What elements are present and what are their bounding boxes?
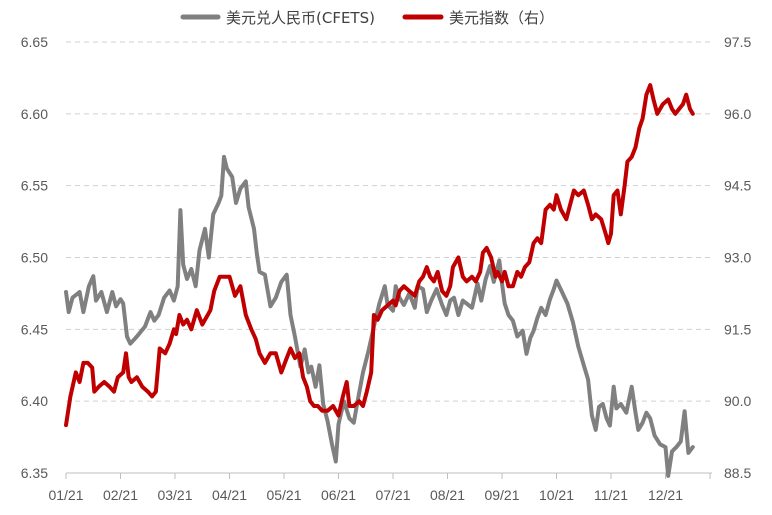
legend-label: 美元指数（右） <box>449 9 554 27</box>
legend-item: 美元兑人民币(CFETS) <box>180 9 375 27</box>
x-tick-label: 07/21 <box>375 487 410 503</box>
y-right-tick-label: 94.5 <box>724 178 751 194</box>
legend: 美元兑人民币(CFETS) 美元指数（右） <box>180 9 554 27</box>
axes: 6.65 6.60 6.55 6.50 6.45 6.40 6.35 97.5 96.0 94.5… <box>21 34 752 503</box>
x-tick-label: 01/21 <box>48 487 83 503</box>
x-tick-label: 10/21 <box>539 487 574 503</box>
grid-lines <box>66 41 712 402</box>
x-tick-label: 09/21 <box>484 487 519 503</box>
x-tick-label: 12/21 <box>648 487 683 503</box>
y-left-tick-label: 6.60 <box>21 106 48 122</box>
x-tick-label: 05/21 <box>266 487 301 503</box>
y-right-tick-label: 90.0 <box>724 393 751 409</box>
series-lines <box>64 83 695 478</box>
x-tick-label: 04/21 <box>212 487 247 503</box>
y-right-tick-label: 91.5 <box>724 321 751 337</box>
legend-item: 美元指数（右） <box>402 9 554 27</box>
y-right-tick-label: 93.0 <box>724 250 751 266</box>
legend-label: 美元兑人民币(CFETS) <box>226 9 375 27</box>
series-line-usdcny <box>64 154 695 478</box>
x-tick-label: 08/21 <box>430 487 465 503</box>
y-left-tick-label: 6.45 <box>21 321 48 337</box>
y-right-tick-label: 97.5 <box>724 34 751 50</box>
y-left-tick-label: 6.65 <box>21 34 48 50</box>
series-line-dxy <box>64 83 695 428</box>
x-tick-label: 11/21 <box>594 487 628 503</box>
y-right-tick-label: 88.5 <box>724 465 751 481</box>
x-tick-label: 06/21 <box>321 487 356 503</box>
x-tick-label: 03/21 <box>157 487 192 503</box>
y-left-tick-label: 6.35 <box>21 465 48 481</box>
x-tick-label: 02/21 <box>103 487 138 503</box>
y-left-tick-label: 6.55 <box>21 178 48 194</box>
y-left-tick-label: 6.40 <box>21 393 48 409</box>
y-left-tick-label: 6.50 <box>21 250 48 266</box>
y-right-tick-label: 96.0 <box>724 106 751 122</box>
